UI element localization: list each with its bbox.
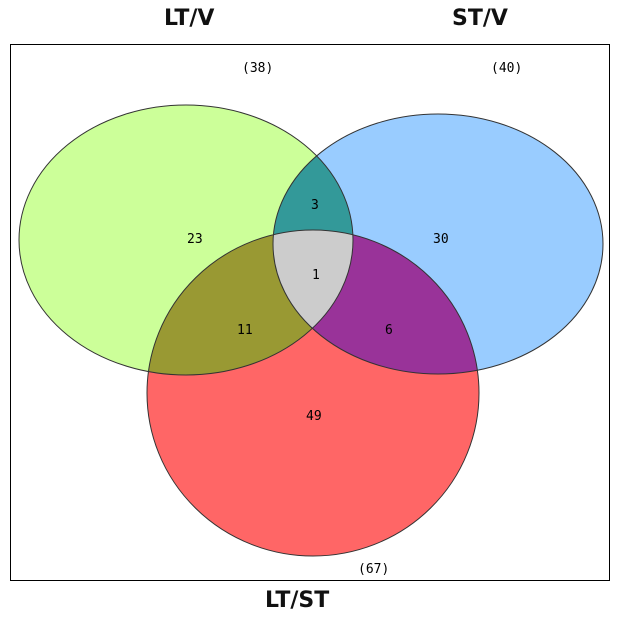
set-lt-v-outline <box>18 104 354 376</box>
set-title-lt-v: LT/V <box>164 6 215 31</box>
region-lt-v-only: 23 <box>187 232 203 247</box>
set-st-v-outline <box>272 113 604 375</box>
region-st-v-only: 30 <box>433 232 449 247</box>
set-title-st-v: ST/V <box>452 6 508 31</box>
set-lt-v-total: (38) <box>242 61 273 76</box>
overlap-st-v-lt-st <box>273 230 479 374</box>
set-title-lt-st: LT/ST <box>265 588 330 613</box>
region-lt-v-st-v: 3 <box>311 198 319 213</box>
set-lt-st-outline <box>146 229 480 557</box>
region-st-v-lt-st: 6 <box>385 323 393 338</box>
set-st-v-total: (40) <box>491 61 522 76</box>
set-lt-st-total: (67) <box>358 562 389 577</box>
overlap-lt-v-lt-st <box>147 230 353 375</box>
region-lt-v-lt-st: 11 <box>237 323 253 338</box>
venn-frame <box>10 44 610 581</box>
region-all-three: 1 <box>312 268 320 283</box>
region-lt-st-only: 49 <box>306 409 322 424</box>
